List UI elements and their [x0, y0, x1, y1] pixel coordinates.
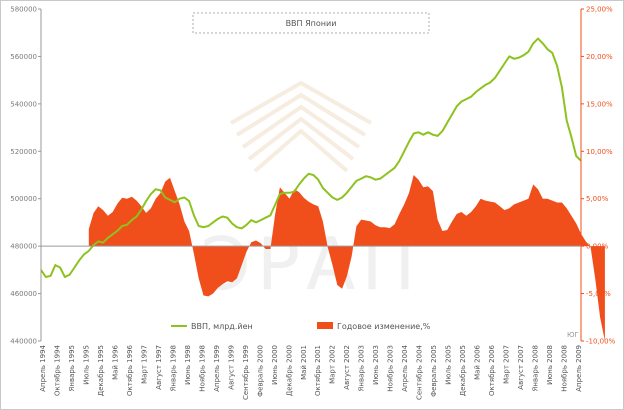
- x-tick-label: Ноябрь 2003: [387, 345, 395, 392]
- x-tick-label: Декабрь 1995: [97, 345, 105, 396]
- x-tick-label: Май 1996: [111, 344, 119, 379]
- left-tick-label: 460000: [10, 290, 37, 298]
- x-tick-label: Февраль 2000: [256, 345, 264, 397]
- watermark-chevron: [253, 128, 349, 173]
- x-tick-label: Июнь 1998: [184, 345, 192, 385]
- x-tick-label: Апрель 2004: [401, 344, 409, 391]
- x-tick-label: Январь 2008: [532, 345, 540, 391]
- left-axis-ticks: 440000 460000 480000 500000 520000 540000 5600…: [10, 6, 41, 346]
- x-tick-label: Март 2007: [503, 345, 511, 384]
- corner-mark: ЮГ: [567, 331, 579, 339]
- x-tick-label: Март 2002: [329, 345, 337, 384]
- right-axis-ticks: -10,00% -5,00% 0,00% 5,00% 10,00% 15,00% 20,00…: [581, 6, 616, 346]
- x-tick-label: Июнь 2000: [271, 345, 279, 385]
- x-tick-label: Июнь 2003: [372, 345, 380, 385]
- left-tick-label: 500000: [10, 195, 37, 203]
- gdp-line-path: [40, 37, 582, 278]
- title-border: [192, 12, 430, 34]
- x-tick-label: Ноябрь 1998: [198, 345, 206, 392]
- gdp-line-series: [40, 37, 582, 278]
- right-tick-label: 0,00%: [586, 243, 609, 251]
- x-tick-label: Ноябрь 2008: [561, 345, 569, 392]
- watermark-chevron: [241, 104, 361, 149]
- x-tick-label: Декабрь 2000: [285, 345, 293, 396]
- right-tick-label: 15,00%: [586, 100, 613, 108]
- x-tick-label: Февраль 2005: [430, 345, 438, 397]
- x-tick-label: Январь 1998: [169, 345, 177, 391]
- x-tick-label: Июль 2005: [445, 345, 453, 385]
- x-tick-label: Июль 1995: [82, 345, 90, 385]
- legend-gdp-label: ВВП, млрд.йен: [191, 322, 253, 331]
- change-area-path: [88, 175, 605, 341]
- x-tick-label: Январь 2003: [358, 345, 366, 391]
- watermark-chevron: [235, 92, 367, 137]
- x-tick-label: Август 1997: [155, 345, 163, 390]
- x-tick-label: Август 1999: [227, 345, 235, 390]
- x-tick-label: Декабрь 2005: [459, 345, 467, 396]
- chart-title: ВВП Японии: [286, 19, 337, 28]
- right-tick-label: 5,00%: [586, 195, 609, 203]
- chart-title-box: ВВП Японии: [192, 12, 430, 34]
- left-tick-label: 440000: [10, 338, 37, 346]
- left-tick-label: 540000: [10, 100, 37, 108]
- x-tick-label: Октябрь 2001: [314, 345, 322, 396]
- right-tick-label: 10,00%: [586, 148, 613, 156]
- left-tick-label: 560000: [10, 53, 37, 61]
- legend-change-swatch: [317, 322, 333, 329]
- x-tick-label: Апрель 1999: [213, 345, 221, 392]
- x-tick-label: Май 2001: [300, 345, 308, 380]
- x-tick-label: Октябрь 2006: [488, 344, 496, 395]
- x-tick-label: Сентябрь 2004: [416, 344, 424, 400]
- x-tick-label: Октябрь 1994: [53, 344, 61, 395]
- x-tick-label: Март 1997: [140, 345, 148, 384]
- right-tick-label: -5,00%: [586, 290, 611, 298]
- axes: [40, 9, 582, 341]
- x-tick-label: Сентябрь 1999: [242, 345, 250, 400]
- legend: ВВП, млрд.йен Годовое изменение,%: [171, 322, 431, 331]
- left-tick-label: 520000: [10, 148, 37, 156]
- x-tick-label: Январь 1995: [68, 345, 76, 391]
- x-tick-label: Август 2002: [343, 345, 351, 390]
- x-axis-ticks: Апрель 1994 Октябрь 1994 Январь 1995 Июль 1…: [39, 344, 583, 400]
- legend-change-label: Годовое изменение,%: [337, 322, 431, 331]
- x-tick-label: Октябрь 1996: [126, 344, 134, 395]
- right-tick-label: 20,00%: [586, 53, 613, 61]
- x-tick-label: Июнь 2008: [546, 345, 554, 385]
- left-tick-label: 580000: [10, 6, 37, 14]
- right-tick-label: 25,00%: [586, 6, 613, 14]
- left-tick-label: 480000: [10, 243, 37, 251]
- x-tick-label: Апрель 1994: [39, 344, 47, 391]
- x-tick-label: Август 2007: [517, 345, 525, 390]
- x-tick-label: Апрель 2009: [575, 345, 583, 392]
- watermark-chevron: [247, 116, 355, 161]
- change-area-series: [88, 175, 605, 341]
- watermark-chevron: [230, 80, 372, 125]
- x-tick-label: Май 2006: [474, 344, 482, 379]
- right-tick-label: -10,00%: [586, 338, 616, 346]
